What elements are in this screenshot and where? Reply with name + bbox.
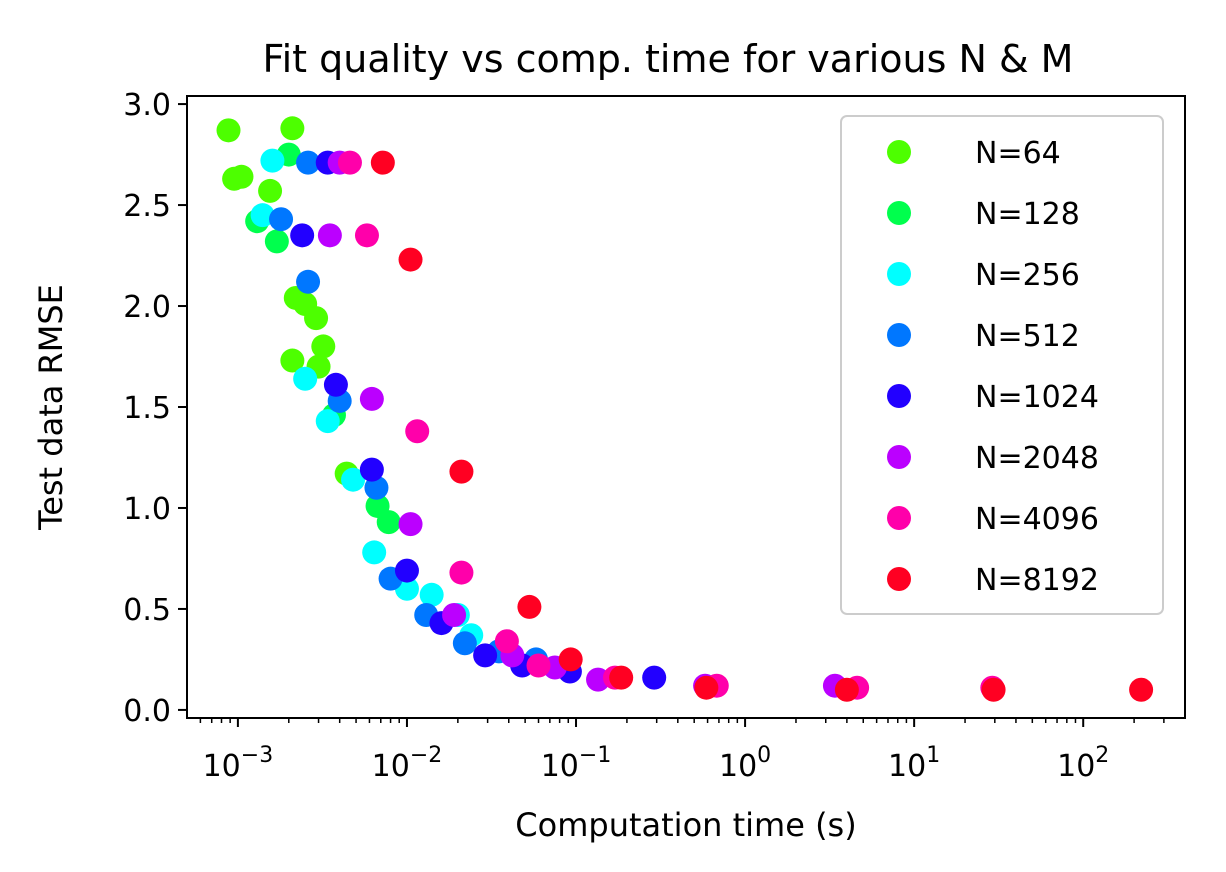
- data-point: [694, 675, 719, 700]
- legend-marker: [887, 262, 911, 286]
- legend-label: N=2048: [975, 441, 1099, 476]
- x-tick-label: 100: [719, 743, 771, 784]
- legend-label: N=512: [975, 319, 1080, 354]
- x-tick-label: 102: [1057, 743, 1109, 784]
- series-N=1024: [290, 150, 667, 690]
- y-tick-label: 0.0: [123, 694, 171, 729]
- series-N=8192: [370, 150, 1154, 702]
- x-tick-label: 10−2: [372, 743, 443, 784]
- data-point: [442, 603, 467, 628]
- data-point: [359, 457, 384, 482]
- y-axis-label: Test data RMSE: [32, 284, 70, 531]
- data-point: [981, 677, 1006, 702]
- data-point: [296, 150, 321, 175]
- y-tick-label: 0.5: [123, 593, 171, 628]
- chart-title: Fit quality vs comp. time for various N …: [263, 37, 1074, 81]
- legend-marker: [887, 323, 911, 347]
- data-point: [398, 247, 423, 272]
- data-point: [250, 203, 275, 228]
- y-tick-label: 1.0: [123, 492, 171, 527]
- y-tick-label: 1.5: [123, 391, 171, 426]
- data-point: [341, 467, 366, 492]
- x-tick-label: 101: [888, 743, 940, 784]
- data-point: [449, 459, 474, 484]
- legend-marker: [887, 567, 911, 591]
- data-point: [364, 475, 389, 500]
- legend-label: N=256: [975, 258, 1080, 293]
- legend-marker: [887, 506, 911, 530]
- legend-marker: [887, 445, 911, 469]
- legend-label: N=64: [975, 136, 1061, 171]
- data-point: [269, 207, 294, 232]
- data-point: [216, 118, 241, 143]
- data-point: [304, 306, 329, 331]
- x-tick-label: 10−1: [541, 743, 612, 784]
- x-axis-label: Computation time (s): [515, 806, 856, 844]
- data-point: [494, 629, 519, 654]
- data-point: [337, 150, 362, 175]
- y-tick-label: 3.0: [123, 88, 171, 123]
- legend-label: N=8192: [975, 563, 1099, 598]
- legend-box: [840, 115, 1164, 615]
- y-axis: 0.0 0.5 1.0 1.5 2.0 2.5 3.0: [123, 88, 187, 729]
- x-tick-label: 10−3: [203, 743, 274, 784]
- data-point: [609, 665, 634, 690]
- legend-label: N=1024: [975, 380, 1099, 415]
- data-point: [323, 372, 348, 397]
- data-points: [216, 116, 1154, 702]
- data-point: [296, 269, 321, 294]
- legend-marker: [887, 140, 911, 164]
- data-point: [311, 334, 336, 359]
- data-point: [642, 665, 667, 690]
- data-point: [517, 594, 542, 619]
- data-point: [1129, 677, 1154, 702]
- data-point: [449, 560, 474, 585]
- data-point: [452, 631, 477, 656]
- y-tick-label: 2.0: [123, 290, 171, 325]
- data-point: [260, 148, 285, 173]
- data-point: [834, 677, 859, 702]
- legend-label: N=128: [975, 197, 1080, 232]
- x-axis: 10−3 10−2 10−1 100 101 102: [199, 718, 1165, 784]
- data-point: [359, 386, 384, 411]
- data-point: [280, 348, 305, 373]
- data-point: [280, 116, 305, 141]
- data-point: [293, 366, 318, 391]
- data-point: [317, 223, 342, 248]
- legend: N=64 N=128 N=256 N=512 N=1024 N=2048 N=4096 N=8…: [840, 115, 1164, 615]
- data-point: [315, 409, 340, 434]
- data-point: [473, 643, 498, 668]
- data-point: [558, 647, 583, 672]
- data-point: [290, 223, 315, 248]
- data-point: [419, 582, 444, 607]
- data-point: [405, 419, 430, 444]
- data-point: [376, 510, 401, 535]
- legend-marker: [887, 201, 911, 225]
- y-tick-label: 2.5: [123, 189, 171, 224]
- data-point: [354, 223, 379, 248]
- data-point: [526, 653, 551, 678]
- data-point: [398, 512, 423, 537]
- legend-label: N=4096: [975, 502, 1099, 537]
- data-point: [362, 540, 387, 565]
- data-point: [229, 164, 254, 189]
- legend-marker: [887, 384, 911, 408]
- data-point: [370, 150, 395, 175]
- data-point: [264, 229, 289, 254]
- data-point: [258, 178, 283, 203]
- data-point: [394, 558, 419, 583]
